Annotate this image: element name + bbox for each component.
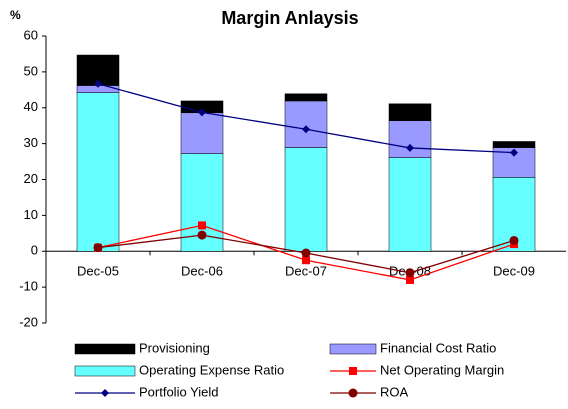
legend-label: Net Operating Margin (380, 362, 504, 377)
marker (301, 248, 311, 258)
x-tick-label: Dec-05 (77, 264, 119, 279)
bar-segment (388, 157, 432, 252)
bar-segment (492, 141, 536, 148)
bar-segment (180, 112, 224, 154)
marker (198, 221, 206, 230)
marker (349, 367, 357, 375)
bar-segment (284, 147, 328, 252)
marker (302, 125, 310, 134)
marker (101, 389, 109, 397)
bar-segment (388, 120, 432, 158)
y-tick-label: 40 (24, 99, 38, 114)
y-tick-label: 60 (24, 27, 38, 42)
marker (197, 230, 207, 240)
marker (93, 243, 103, 253)
y-axis-label: % (10, 8, 21, 22)
marker (348, 388, 358, 398)
marker (302, 256, 310, 265)
marker (406, 143, 414, 152)
bar-segment (388, 103, 432, 121)
legend-swatch (74, 365, 136, 377)
legend-label: Provisioning (139, 340, 210, 355)
legend-swatch (74, 343, 136, 355)
marker (94, 79, 102, 88)
bar-segment (76, 92, 120, 252)
x-tick-label: Dec-07 (285, 264, 327, 279)
marker (198, 108, 206, 117)
legend-swatch (329, 343, 377, 355)
legend-label: Financial Cost Ratio (380, 340, 496, 355)
y-tick-label: -20 (19, 314, 38, 329)
marker (406, 275, 414, 284)
legend-label: Portfolio Yield (139, 384, 219, 399)
chart-title: Margin Anlaysis (221, 8, 358, 28)
y-tick-label: -10 (19, 279, 38, 294)
x-tick-label: Dec-09 (493, 264, 535, 279)
y-tick-label: 0 (31, 243, 38, 258)
marker (510, 148, 518, 157)
y-tick-label: 20 (24, 171, 38, 186)
y-tick-label: 10 (24, 207, 38, 222)
bar-segment (284, 100, 328, 148)
y-tick-label: 30 (24, 135, 38, 150)
marker (509, 235, 519, 245)
bar-segment (284, 93, 328, 102)
marker (405, 268, 415, 278)
x-tick-label: Dec-06 (181, 264, 223, 279)
legend-label: Operating Expense Ratio (139, 362, 284, 377)
legend-label: ROA (380, 384, 409, 399)
y-tick-label: 50 (24, 63, 38, 78)
